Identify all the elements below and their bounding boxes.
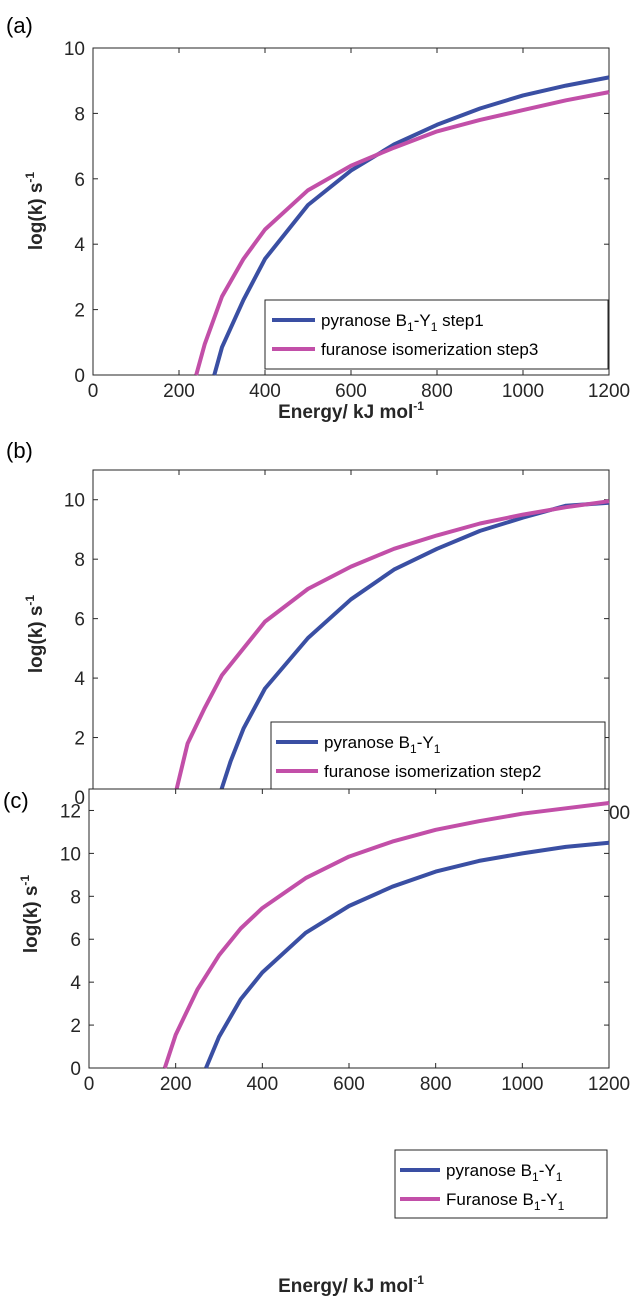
x-tick-label: 1200 [588, 381, 630, 402]
chart-panel-c: (c) 0 200 400 600 800 1000 1200 0 2 4 6 8 10 12 Energy/… [3, 788, 630, 1297]
x-tick-label: 1200 [588, 1074, 630, 1095]
panel-label: (c) [3, 788, 29, 813]
y-tick-label: 0 [70, 1059, 81, 1080]
legend: pyranose B1-Y1 Furanose B1-Y1 [394, 1149, 608, 1219]
x-tick-label: 200 [163, 381, 195, 402]
y-tick-label: 0 [74, 366, 85, 387]
y-tick-label: 10 [64, 39, 85, 60]
x-tick-label: 400 [246, 1074, 278, 1095]
series-line-pyranose [217, 500, 610, 798]
y-tick-label: 10 [64, 491, 85, 512]
series-line-furanose [194, 90, 610, 376]
y-axis-label-text: log(k) s [21, 886, 42, 954]
x-tick-label: 200 [160, 1074, 192, 1095]
x-axis-label: Energy/ kJ mol-1 [278, 1273, 424, 1297]
x-tick-label: 800 [421, 381, 453, 402]
y-axis-label: log(k) s-1 [23, 595, 47, 674]
y-tick-label: 8 [70, 887, 81, 908]
plot-area [88, 788, 610, 1069]
series-line-pyranose [204, 840, 610, 1069]
legend-box [264, 299, 609, 370]
y-tick-label: 10 [60, 844, 81, 865]
y-axis-label-sup: -1 [18, 875, 32, 886]
y-tick-label: 8 [74, 104, 85, 125]
panel-label: (a) [6, 13, 33, 38]
y-tick-label: 12 [60, 801, 81, 822]
legend-box [394, 1149, 608, 1219]
x-tick-label: 800 [420, 1074, 452, 1095]
x-tick-label: 400 [249, 381, 281, 402]
legend-box [270, 721, 606, 791]
x-tick-label: 600 [333, 1074, 365, 1095]
x-tick-label: 0 [84, 1074, 95, 1095]
legend-label-pyranose: pyranose B1-Y1 [446, 1161, 563, 1184]
x-axis-label-text: Energy/ kJ mol [278, 1276, 413, 1297]
y-axis-label-sup: -1 [23, 172, 37, 183]
y-axis-label: log(k) s-1 [23, 172, 47, 251]
y-tick-label: 0 [74, 788, 85, 809]
legend: pyranose B1-Y1 step1 furanose isomerizati… [264, 299, 609, 370]
x-axis-label-sup: -1 [413, 399, 424, 413]
x-tick-label: 600 [335, 381, 367, 402]
y-tick-label: 6 [74, 170, 85, 191]
y-tick-label: 4 [74, 235, 85, 256]
x-tick-label: 1000 [502, 381, 544, 402]
x-tick-label: 1000 [501, 1074, 543, 1095]
series-line-furanose [172, 499, 610, 798]
legend-label-furanose: furanose isomerization step3 [321, 340, 538, 359]
y-axis-label-text: log(k) s [26, 606, 47, 674]
legend-label-pyranose: pyranose B1-Y1 step1 [321, 311, 484, 334]
y-tick-label: 8 [74, 550, 85, 571]
y-axis-label-text: log(k) s [26, 183, 47, 251]
legend-label-pyranose: pyranose B1-Y1 [324, 733, 441, 756]
chart-panel-a: (a) 0 200 400 600 800 1000 1200 0 2 4 6 8 10 Energy/ k… [6, 13, 630, 423]
x-axis-label-text: Energy/ kJ mol [278, 402, 413, 423]
y-axis-label-sup: -1 [23, 595, 37, 606]
legend: pyranose B1-Y1 furanose isomerization ste… [270, 721, 606, 791]
y-tick-label: 2 [74, 301, 85, 322]
y-tick-label: 4 [70, 973, 81, 994]
y-axis-label: log(k) s-1 [18, 875, 42, 954]
panel-label: (b) [6, 438, 33, 463]
y-tick-label: 2 [74, 729, 85, 750]
x-axis-label-sup: -1 [413, 1273, 424, 1287]
y-tick-label: 6 [70, 930, 81, 951]
y-tick-label: 2 [70, 1016, 81, 1037]
legend-label-furanose: furanose isomerization step2 [324, 762, 541, 781]
legend-label-furanose: Furanose B1-Y1 [446, 1190, 565, 1213]
y-tick-label: 6 [74, 610, 85, 631]
series-line-furanose [162, 801, 610, 1069]
y-tick-label: 4 [74, 669, 85, 690]
x-tick-label: 0 [88, 381, 99, 402]
x-axis-label: Energy/ kJ mol-1 [278, 399, 424, 423]
